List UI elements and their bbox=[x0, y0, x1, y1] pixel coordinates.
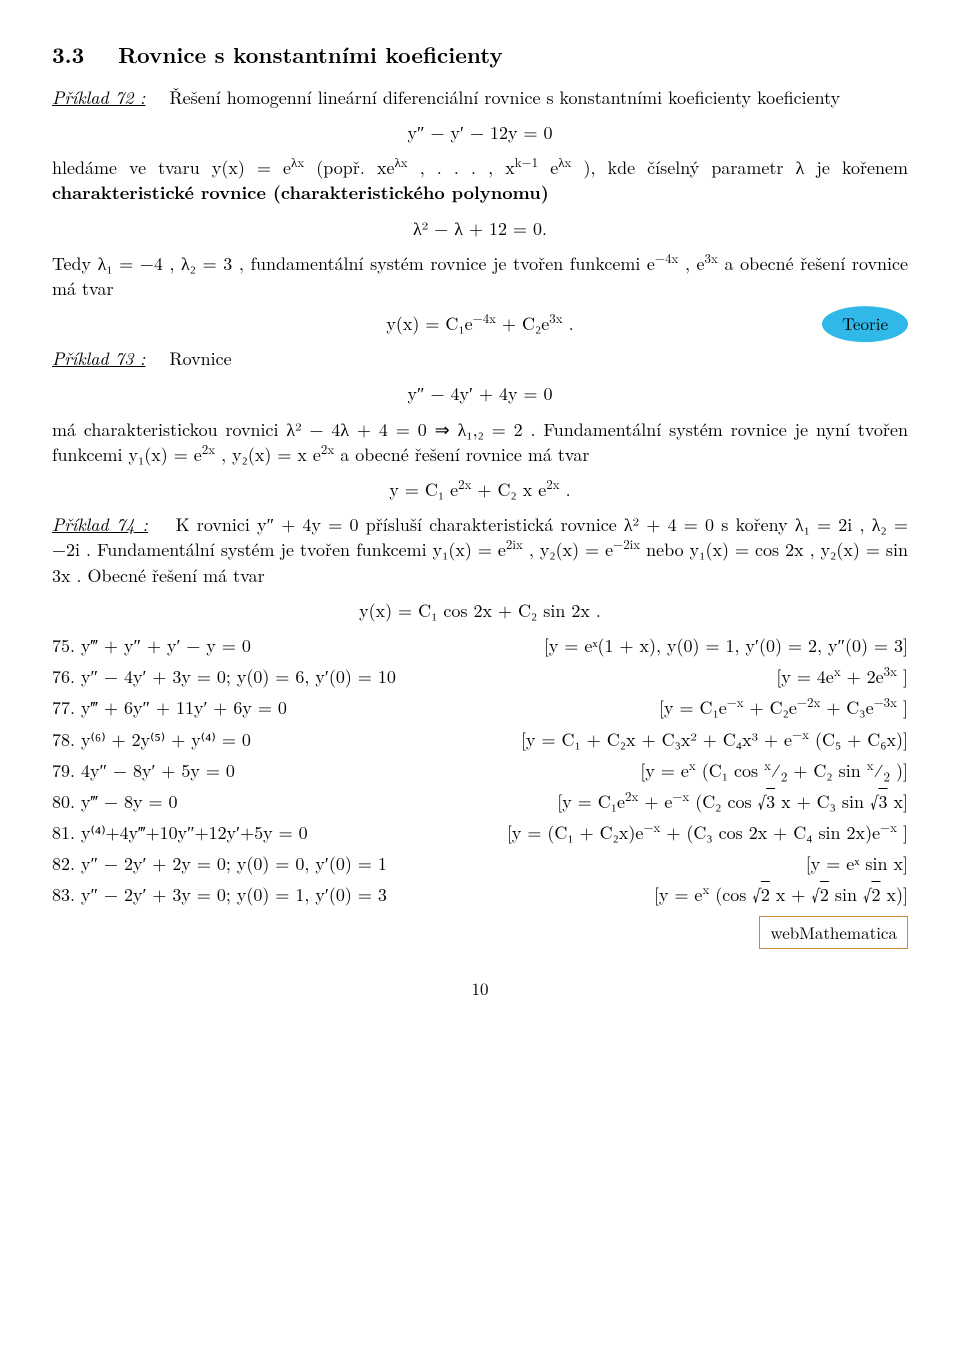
txt: hledáme ve tvaru y(x) = e bbox=[52, 155, 291, 180]
ex73-head: Příklad 73 : Rovnice bbox=[52, 346, 908, 371]
txt: ] bbox=[903, 664, 908, 689]
webmathematica-link[interactable]: webMathematica bbox=[759, 916, 908, 950]
section-title: Rovnice s konstantními koeficienty bbox=[118, 39, 503, 70]
txt: y(x) = C₁e bbox=[386, 311, 472, 336]
txt: + C₂ sin bbox=[793, 758, 866, 783]
txt: , y₂(x) = x e bbox=[221, 442, 321, 467]
txt: + C₂ x e bbox=[477, 477, 546, 502]
ex-75: 75. y‴ + y″ + y′ − y = 0 [y = eˣ(1 + x),… bbox=[52, 633, 908, 658]
ex-76: 76. y″ − 4y′ + 3y = 0; y(0) = 6, y′(0) =… bbox=[52, 664, 908, 689]
ex72-intro: Příklad 72 : Řešení homogenní lineární d… bbox=[52, 85, 908, 110]
ex72-intro-text: Řešení homogenní lineární diferenciální … bbox=[169, 85, 751, 110]
ex-right: [y = ex (C₁ cos x⁄2 + C₂ sin x⁄2 )] bbox=[640, 758, 908, 783]
ex73-body: má charakteristickou rovnici λ² − 4λ + 4… bbox=[52, 417, 908, 467]
ex-77: 77. y‴ + 6y″ + 11y′ + 6y = 0 [y = C₁e−x … bbox=[52, 695, 908, 720]
ex-left: 83. y″ − 2y′ + 3y = 0; y(0) = 1, y′(0) =… bbox=[52, 882, 387, 907]
ex-78: 78. y⁽⁶⁾ + 2y⁽⁵⁾ + y⁽⁴⁾ = 0 [y = C₁ + C₂… bbox=[52, 727, 908, 752]
txt: (C₅ + C₆x)] bbox=[815, 727, 908, 752]
ex72-tedy: Tedy λ₁ = −4 , λ₂ = 3 , fundamentální sy… bbox=[52, 251, 908, 301]
teorie-pill[interactable]: Teorie bbox=[822, 306, 908, 342]
page-number: 10 bbox=[52, 977, 908, 1001]
txt: x + C₃ sin bbox=[781, 789, 870, 814]
txt: y = C₁ e bbox=[389, 477, 458, 502]
txt: x + bbox=[776, 882, 812, 907]
txt: x] bbox=[893, 789, 908, 814]
ex-left: 81. y⁽⁴⁾+4y‴+10y″+12y′+5y = 0 bbox=[52, 820, 308, 845]
ex-left: 79. 4y″ − 8y′ + 5y = 0 bbox=[52, 758, 235, 783]
ex74-eq: y(x) = C₁ cos 2x + C₂ sin 2x . bbox=[52, 598, 908, 623]
txt: )] bbox=[896, 758, 908, 783]
txt: (popř. xe bbox=[316, 155, 394, 180]
txt: (C₁ cos bbox=[702, 758, 764, 783]
txt: x)] bbox=[886, 882, 908, 907]
ex-right: [y = eˣ(1 + x), y(0) = 1, y′(0) = 2, y″(… bbox=[544, 633, 908, 658]
txt: , y₂(x) = e bbox=[529, 537, 613, 562]
ex74-body: Příklad 74 : K rovnici y″ + 4y = 0 přísl… bbox=[52, 512, 908, 588]
ex-right: [y = eˣ sin x] bbox=[806, 851, 908, 876]
txt: + e bbox=[644, 789, 672, 814]
ex-right: [y = C₁e2x + e−x (C₂ cos √3 x + C₃ sin √… bbox=[557, 789, 908, 814]
ex-left: 76. y″ − 4y′ + 3y = 0; y(0) = 6, y′(0) =… bbox=[52, 664, 396, 689]
ex72-eq3: y(x) = C₁e−4x + C₂e3x . bbox=[52, 311, 908, 336]
ex-left: 78. y⁽⁶⁾ + 2y⁽⁵⁾ + y⁽⁴⁾ = 0 bbox=[52, 727, 251, 752]
ex-left: 75. y‴ + y″ + y′ − y = 0 bbox=[52, 633, 251, 658]
ex-80: 80. y‴ − 8y = 0 [y = C₁e2x + e−x (C₂ cos… bbox=[52, 789, 908, 814]
ex-79: 79. 4y″ − 8y′ + 5y = 0 [y = ex (C₁ cos x… bbox=[52, 758, 908, 783]
ex73-eq1: y″ − 4y′ + 4y = 0 bbox=[52, 381, 908, 406]
ex-81: 81. y⁽⁴⁾+4y‴+10y″+12y′+5y = 0 [y = (C₁ +… bbox=[52, 820, 908, 845]
ex-right: [y = 4ex + 2e3x ] bbox=[776, 664, 908, 689]
ex74-label: Příklad 74 : bbox=[52, 512, 148, 537]
ex-right: [y = ex (cos √2 x + √2 sin √2 x)] bbox=[654, 882, 908, 907]
txt: [y = e bbox=[640, 758, 689, 783]
ex73-eq2: y = C₁ e2x + C₂ x e2x . bbox=[52, 477, 908, 502]
ex73-label: Příklad 73 : bbox=[52, 346, 145, 371]
txt: ), kde číselný parametr λ je kořenem bbox=[583, 155, 908, 180]
section-heading: 3.3 Rovnice s konstantními koeficienty bbox=[52, 40, 908, 71]
ex-right: [y = C₁e−x + C₂e−2x + C₃e−3x ] bbox=[659, 695, 908, 720]
txt: Rovnice bbox=[169, 346, 231, 371]
txt: + (C₃ cos 2x + C₄ sin 2x)e bbox=[666, 820, 880, 845]
ex-right: [y = (C₁ + C₂x)e−x + (C₃ cos 2x + C₄ sin… bbox=[507, 820, 908, 845]
txt: [y = C₁e bbox=[557, 789, 625, 814]
txt: [y = e bbox=[654, 882, 703, 907]
txt: sin bbox=[835, 882, 863, 907]
ex72-hled: hledáme ve tvaru y(x) = eλx (popř. xeλx … bbox=[52, 155, 908, 205]
ex72-label: Příklad 72 : bbox=[52, 85, 145, 110]
txt: a obecné řešení rovnice má tvar bbox=[340, 442, 589, 467]
section-number: 3.3 bbox=[52, 39, 84, 70]
txt: [y = C₁ + C₂x + C₃x² + C₄x³ + e bbox=[521, 727, 792, 752]
ex-83: 83. y″ − 2y′ + 3y = 0; y(0) = 1, y′(0) =… bbox=[52, 882, 908, 907]
ex-left: 77. y‴ + 6y″ + 11y′ + 6y = 0 bbox=[52, 695, 287, 720]
txt: + C₂e bbox=[750, 695, 797, 720]
ex-82: 82. y″ − 2y′ + 2y = 0; y(0) = 0, y′(0) =… bbox=[52, 851, 908, 876]
txt: , . . . , x bbox=[420, 155, 515, 180]
txt: [y = (C₁ + C₂x)e bbox=[507, 820, 644, 845]
txt: [y = 4e bbox=[776, 664, 834, 689]
txt: , e bbox=[685, 251, 705, 276]
txt: ] bbox=[903, 695, 908, 720]
txt: [y = C₁e bbox=[659, 695, 727, 720]
ex72-eq2: λ² − λ + 12 = 0. bbox=[52, 216, 908, 241]
ex-left: 82. y″ − 2y′ + 2y = 0; y(0) = 0, y′(0) =… bbox=[52, 851, 387, 876]
ex72-eq1: y″ − y′ − 12y = 0 bbox=[52, 120, 908, 145]
ex-right: [y = C₁ + C₂x + C₃x² + C₄x³ + e−x (C₅ + … bbox=[521, 727, 908, 752]
txt: (C₂ cos bbox=[695, 789, 757, 814]
txt: + 2e bbox=[847, 664, 884, 689]
txt: (cos bbox=[715, 882, 752, 907]
bold-char: charakteristické rovnice (charakteristic… bbox=[52, 180, 549, 205]
ex72-coef: koeficienty bbox=[757, 85, 840, 110]
txt: Tedy λ₁ = −4 , λ₂ = 3 , fundamentální sy… bbox=[52, 251, 655, 276]
txt: . bbox=[566, 477, 571, 502]
ex-left: 80. y‴ − 8y = 0 bbox=[52, 789, 178, 814]
txt: + C₂e bbox=[502, 311, 549, 336]
txt: ] bbox=[903, 820, 908, 845]
txt: + C₃e bbox=[826, 695, 873, 720]
txt: . bbox=[569, 311, 574, 336]
